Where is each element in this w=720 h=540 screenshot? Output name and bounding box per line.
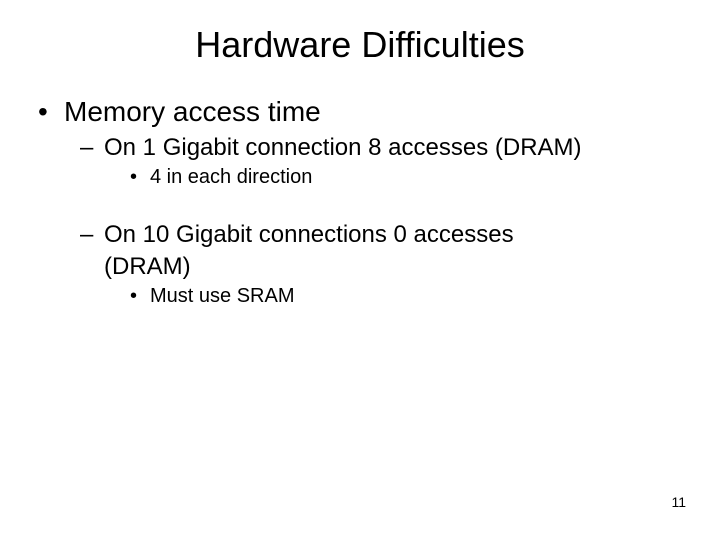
slide: Hardware Difficulties Memory access time… xyxy=(0,0,720,540)
bullet-10-gigabit-line1: On 10 Gigabit connections 0 accesses xyxy=(80,221,682,249)
bullet-must-use-sram: Must use SRAM xyxy=(130,285,682,308)
slide-body: Memory access time On 1 Gigabit connecti… xyxy=(0,66,720,308)
bullet-memory-access-time: Memory access time xyxy=(38,96,682,128)
bullet-10-gigabit-line2-text: (DRAM) xyxy=(104,253,191,280)
bullet-4-each-direction: 4 in each direction xyxy=(130,166,682,189)
spacer xyxy=(38,193,682,221)
bullet-10-gigabit-line2: – (DRAM) xyxy=(80,253,682,281)
bullet-1-gigabit: On 1 Gigabit connection 8 accesses (DRAM… xyxy=(80,134,682,162)
slide-title: Hardware Difficulties xyxy=(0,0,720,66)
page-number: 11 xyxy=(671,494,686,510)
